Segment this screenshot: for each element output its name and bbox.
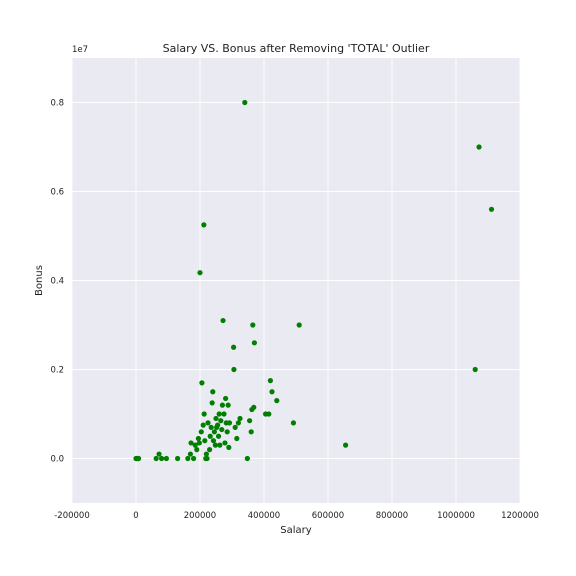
- x-tick-label: 400000: [248, 511, 280, 521]
- x-tick-label: 1000000: [437, 511, 475, 521]
- y-axis-offset-label: 1e7: [72, 45, 88, 55]
- chart-title: Salary VS. Bonus after Removing 'TOTAL' …: [163, 42, 430, 55]
- scatter-point: [269, 389, 275, 395]
- scatter-point: [196, 440, 202, 446]
- y-tick-labels: 0.0 0.2 0.4 0.6 0.8: [50, 99, 64, 465]
- scatter-point: [207, 433, 213, 439]
- scatter-point: [135, 455, 142, 462]
- scatter-point: [242, 99, 248, 106]
- y-tick-label: 0.6: [50, 188, 64, 198]
- scatter-point: [197, 270, 203, 276]
- scatter-point: [204, 455, 210, 462]
- scatter-point: [274, 398, 280, 404]
- scatter-point: [476, 144, 482, 150]
- scatter-point: [175, 455, 181, 462]
- scatter-point: [208, 424, 214, 430]
- scatter-point: [247, 418, 253, 424]
- x-tick-label: 600000: [312, 511, 344, 521]
- scatter-point: [192, 442, 198, 448]
- scatter-point: [212, 442, 218, 448]
- scatter-point: [191, 455, 197, 462]
- x-tick-label: 0: [133, 511, 138, 521]
- scatter-point: [187, 451, 193, 457]
- x-axis-label: Salary: [280, 525, 311, 536]
- x-tick-label: -200000: [54, 511, 90, 521]
- scatter-point: [215, 433, 222, 439]
- y-tick-label: 0.8: [50, 99, 64, 109]
- scatter-points: [133, 99, 495, 462]
- scatter-point: [215, 422, 221, 428]
- scatter-point: [251, 404, 257, 410]
- scatter-point: [226, 444, 232, 450]
- scatter-point: [221, 411, 227, 417]
- scatter-point: [472, 366, 478, 373]
- scatter-point: [234, 435, 240, 442]
- scatter-point: [210, 389, 216, 395]
- y-tick-label: 0.2: [50, 366, 64, 376]
- scatter-point: [218, 418, 224, 424]
- scatter-point: [267, 378, 273, 384]
- scatter-point: [217, 442, 223, 448]
- scatter-point: [290, 420, 297, 426]
- scatter-point: [159, 455, 165, 462]
- scatter-point: [188, 440, 194, 446]
- scatter-point: [488, 206, 495, 212]
- scatter-point: [156, 451, 162, 457]
- scatter-point: [211, 429, 217, 435]
- scatter-point: [231, 344, 237, 350]
- scatter-point: [201, 222, 207, 228]
- scatter-point: [213, 415, 219, 422]
- scatter-point: [296, 322, 302, 328]
- scatter-point: [185, 455, 191, 462]
- scatter-point: [216, 411, 222, 417]
- scatter-point: [224, 429, 230, 435]
- scatter-point: [163, 455, 169, 462]
- scatter-point: [219, 402, 225, 408]
- scatter-point: [198, 429, 204, 435]
- scatter-point: [210, 438, 217, 444]
- scatter-point: [199, 380, 205, 386]
- scatter-point: [200, 422, 206, 428]
- scatter-point: [237, 415, 243, 422]
- gridlines: [71, 58, 521, 503]
- scatter-point: [222, 440, 228, 446]
- scatter-point: [194, 447, 200, 453]
- x-tick-label: 800000: [376, 511, 408, 521]
- y-tick-label: 0.0: [50, 455, 64, 465]
- scatter-point: [248, 429, 254, 435]
- scatter-point: [207, 447, 213, 453]
- scatter-point: [209, 400, 215, 406]
- scatter-point: [195, 435, 201, 442]
- scatter-point: [226, 420, 233, 426]
- y-tick-label: 0.4: [50, 277, 64, 287]
- scatter-point: [231, 366, 237, 373]
- scatter-point: [223, 395, 229, 402]
- scatter-point: [244, 455, 250, 462]
- scatter-point: [202, 438, 208, 444]
- scatter-point: [219, 426, 225, 433]
- scatter-point: [203, 451, 209, 457]
- scatter-point: [232, 424, 238, 430]
- scatter-point: [201, 411, 207, 417]
- y-axis-label: Bonus: [34, 265, 45, 296]
- scatter-point: [225, 402, 231, 408]
- scatter-point: [220, 317, 226, 324]
- scatter-point: [266, 411, 272, 417]
- x-tick-labels: -200000 0 200000 400000 600000 800000 1000000 1…: [54, 511, 539, 521]
- scatter-point: [153, 455, 159, 462]
- scatter-point: [235, 420, 241, 426]
- scatter-point: [343, 442, 349, 448]
- scatter-point: [250, 322, 256, 328]
- x-tick-label: 200000: [184, 511, 216, 521]
- scatter-point: [251, 340, 257, 346]
- x-tick-label: 1200000: [501, 511, 539, 521]
- scatter-point: [205, 420, 211, 426]
